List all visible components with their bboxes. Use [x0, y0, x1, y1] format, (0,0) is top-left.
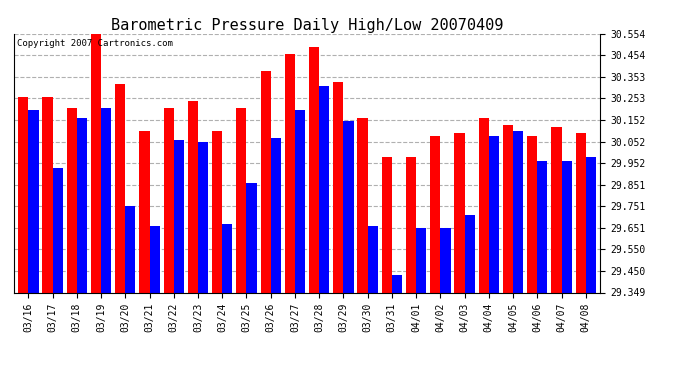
- Bar: [212, 131, 222, 292]
- Bar: [489, 135, 499, 292]
- Bar: [67, 108, 77, 292]
- Bar: [188, 101, 198, 292]
- Bar: [295, 110, 305, 292]
- Bar: [382, 157, 392, 292]
- Bar: [236, 108, 246, 292]
- Bar: [115, 84, 126, 292]
- Title: Barometric Pressure Daily High/Low 20070409: Barometric Pressure Daily High/Low 20070…: [111, 18, 503, 33]
- Bar: [150, 226, 159, 292]
- Bar: [406, 157, 416, 292]
- Bar: [77, 118, 87, 292]
- Bar: [261, 71, 270, 292]
- Bar: [357, 118, 368, 292]
- Bar: [464, 215, 475, 292]
- Bar: [126, 206, 135, 292]
- Bar: [562, 161, 572, 292]
- Bar: [101, 108, 111, 292]
- Bar: [344, 120, 353, 292]
- Bar: [479, 118, 489, 292]
- Bar: [174, 140, 184, 292]
- Bar: [551, 127, 562, 292]
- Bar: [319, 86, 329, 292]
- Bar: [440, 228, 451, 292]
- Bar: [139, 131, 150, 292]
- Bar: [285, 54, 295, 292]
- Bar: [392, 275, 402, 292]
- Bar: [503, 125, 513, 292]
- Bar: [527, 135, 538, 292]
- Bar: [270, 138, 281, 292]
- Bar: [164, 108, 174, 292]
- Bar: [246, 183, 257, 292]
- Bar: [416, 228, 426, 292]
- Bar: [222, 224, 233, 292]
- Bar: [538, 161, 547, 292]
- Bar: [513, 131, 523, 292]
- Bar: [28, 110, 39, 292]
- Bar: [52, 168, 63, 292]
- Bar: [42, 97, 52, 292]
- Bar: [91, 30, 101, 292]
- Bar: [198, 142, 208, 292]
- Bar: [430, 135, 440, 292]
- Bar: [333, 82, 344, 292]
- Bar: [455, 134, 464, 292]
- Bar: [586, 157, 596, 292]
- Bar: [575, 134, 586, 292]
- Bar: [368, 226, 378, 292]
- Bar: [309, 48, 319, 292]
- Bar: [18, 97, 28, 292]
- Text: Copyright 2007 Cartronics.com: Copyright 2007 Cartronics.com: [17, 39, 172, 48]
